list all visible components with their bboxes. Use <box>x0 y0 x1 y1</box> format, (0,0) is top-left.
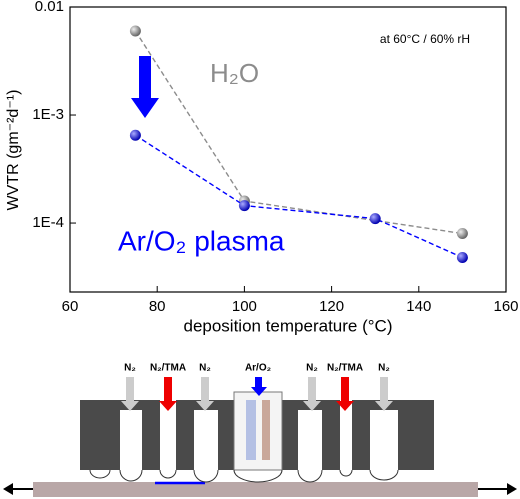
x-axis-label: deposition temperature (°C) <box>183 316 392 335</box>
x-tick-label: 100 <box>232 298 257 315</box>
gas-label: N₂/TMA <box>327 363 363 374</box>
series-label: H₂O <box>210 58 259 88</box>
data-point <box>129 129 141 141</box>
x-tick-label: 80 <box>149 298 166 315</box>
data-point <box>129 25 141 37</box>
y-tick-label: 1E-3 <box>32 106 64 123</box>
x-tick-label: 140 <box>406 298 431 315</box>
gas-label: N₂ <box>124 363 136 374</box>
x-tick-label: 60 <box>62 298 79 315</box>
y-tick-label: 0.01 <box>35 0 64 15</box>
decrease-arrow <box>131 56 159 118</box>
y-tick-label: 1E-4 <box>32 214 64 231</box>
annotation: at 60°C / 60% rH <box>380 32 470 46</box>
data-point <box>456 251 468 263</box>
gas-label: N₂ <box>306 363 318 374</box>
series-line <box>135 134 463 259</box>
data-point <box>456 228 468 240</box>
deposition-diagram: N₂ N₂/TMA N₂ Ar/O₂ N₂ N₂/TMA N₂ <box>3 363 517 497</box>
data-point <box>369 213 381 225</box>
plot-frame <box>69 6 507 293</box>
gas-label: N₂ <box>378 363 390 374</box>
x-tick-label: 160 <box>493 298 518 315</box>
series-line <box>134 30 463 235</box>
gas-label: Ar/O₂ <box>245 363 271 374</box>
y-axis-label: WVTR (gm⁻²d⁻¹) <box>5 90 22 211</box>
series-label: Ar/O₂ plasma <box>118 225 285 256</box>
plot: 60 80 100 120 140 160 1E-4 1E-3 0.01 H₂O Ar/O₂ pla… <box>32 0 518 315</box>
gas-label: N₂/TMA <box>150 363 186 374</box>
data-point <box>238 200 250 212</box>
x-tick-label: 120 <box>319 298 344 315</box>
gas-label: N₂ <box>199 363 211 374</box>
